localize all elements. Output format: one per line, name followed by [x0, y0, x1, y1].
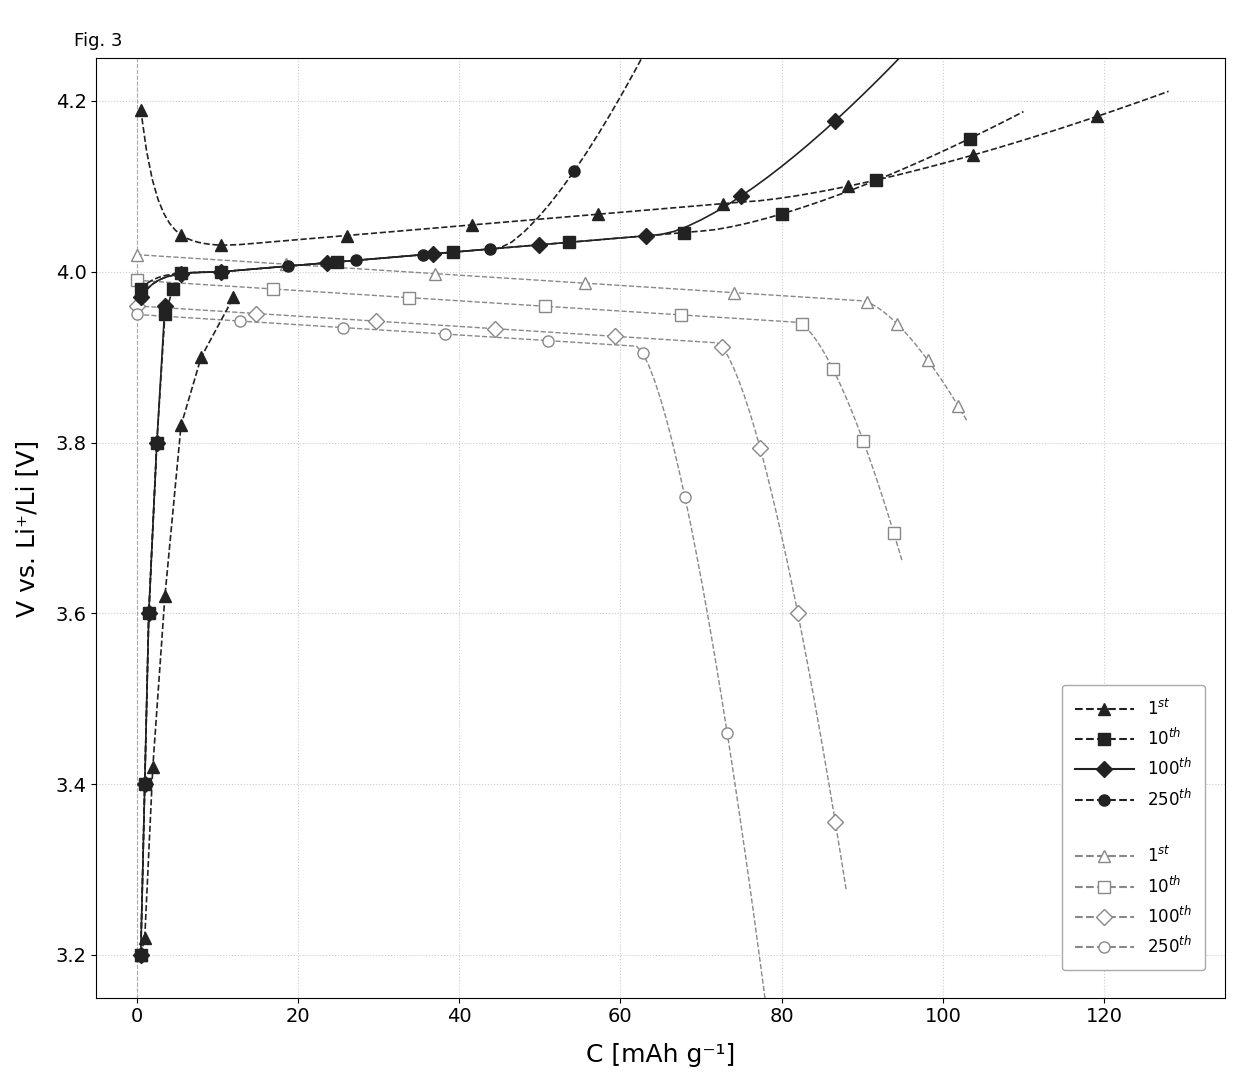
Text: Fig. 3: Fig. 3 [74, 32, 123, 51]
X-axis label: C [mAh g⁻¹]: C [mAh g⁻¹] [587, 1043, 735, 1067]
Y-axis label: V vs. Li⁺/Li [V]: V vs. Li⁺/Li [V] [15, 439, 38, 617]
Legend: 1$^{st}$, 10$^{th}$, 100$^{th}$, 250$^{th}$,  , 1$^{st}$, 10$^{th}$, 100$^{th}$,: 1$^{st}$, 10$^{th}$, 100$^{th}$, 250$^{t… [1061, 685, 1205, 971]
